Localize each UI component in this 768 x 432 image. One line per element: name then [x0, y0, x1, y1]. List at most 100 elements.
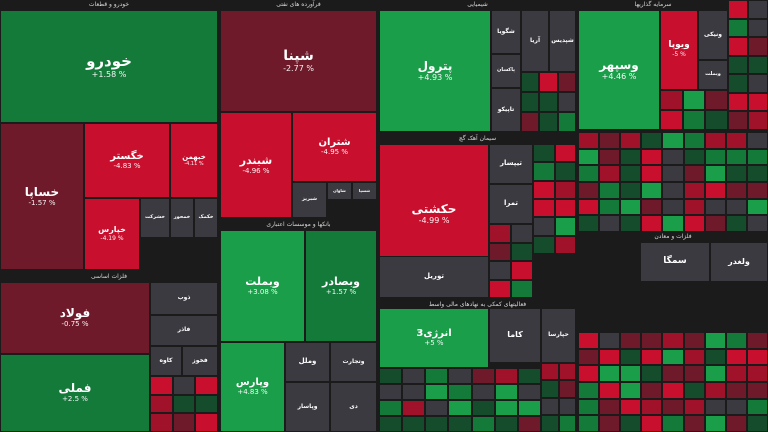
stock-tile-small[interactable]: [533, 217, 555, 236]
stock-tile-small[interactable]: [489, 279, 511, 298]
stock-tile-small[interactable]: [195, 376, 218, 395]
stock-tile-small[interactable]: [725, 365, 747, 382]
stock-tile-small[interactable]: [620, 348, 642, 366]
stock-tile-small[interactable]: [195, 413, 218, 432]
stock-tile-small[interactable]: [541, 380, 559, 398]
stock-tile-small[interactable]: [448, 384, 472, 400]
stock-tile-small[interactable]: [521, 112, 540, 132]
stock-tile-small[interactable]: [641, 148, 663, 166]
stock-tile[interactable]: ونیکی: [698, 10, 728, 60]
stock-tile-small[interactable]: [725, 415, 747, 432]
stock-tile-small[interactable]: [748, 55, 768, 75]
stock-tile[interactable]: توریل: [379, 256, 489, 298]
stock-tile-small[interactable]: [218, 234, 220, 252]
stock-tile-small[interactable]: [662, 398, 684, 416]
stock-tile-small[interactable]: [218, 306, 220, 324]
stock-tile-small[interactable]: [379, 384, 403, 400]
stock-tile-small[interactable]: [704, 382, 726, 399]
stock-tile[interactable]: شگویا: [491, 10, 521, 54]
stock-tile-small[interactable]: [746, 148, 768, 166]
stock-tile-small[interactable]: [728, 111, 748, 130]
stock-tile-small[interactable]: [218, 414, 220, 432]
stock-tile[interactable]: خشرکت: [140, 198, 170, 238]
stock-tile-small[interactable]: [746, 198, 768, 216]
stock-tile[interactable]: فاذر: [150, 315, 218, 346]
stock-tile-small[interactable]: [725, 132, 747, 149]
stock-tile[interactable]: آریا: [521, 10, 549, 72]
stock-tile-small[interactable]: [620, 165, 642, 182]
stock-tile-small[interactable]: [746, 132, 768, 149]
stock-tile-small[interactable]: [748, 74, 768, 93]
stock-tile-small[interactable]: [539, 112, 558, 132]
stock-tile-small[interactable]: [517, 368, 541, 384]
stock-tile-small[interactable]: [533, 180, 555, 199]
stock-tile[interactable]: فملی +2.5 %: [0, 354, 150, 432]
stock-tile-small[interactable]: [517, 400, 541, 416]
stock-tile-small[interactable]: [728, 37, 748, 56]
stock-tile-small[interactable]: [641, 415, 663, 432]
stock-tile[interactable]: دی: [330, 382, 377, 432]
stock-tile-small[interactable]: [641, 348, 663, 366]
stock-tile-small[interactable]: [728, 74, 748, 93]
stock-tile-small[interactable]: [599, 132, 621, 149]
stock-tile[interactable]: پترول +4.93 %: [379, 10, 491, 132]
stock-tile-small[interactable]: [599, 332, 621, 349]
stock-tile-small[interactable]: [704, 198, 726, 216]
stock-tile-small[interactable]: [725, 332, 747, 349]
stock-tile-small[interactable]: [402, 416, 426, 432]
stock-tile-small[interactable]: [379, 416, 403, 432]
stock-tile-small[interactable]: [558, 397, 576, 415]
stock-tile[interactable]: ولغدر: [710, 242, 768, 282]
stock-tile-small[interactable]: [599, 165, 621, 182]
stock-tile-small[interactable]: [578, 165, 600, 182]
stock-tile-small[interactable]: [578, 215, 600, 232]
stock-tile-small[interactable]: [662, 215, 684, 232]
stock-tile-small[interactable]: [402, 384, 426, 400]
stock-tile-small[interactable]: [683, 182, 705, 199]
stock-tile-small[interactable]: [662, 348, 684, 366]
stock-tile-small[interactable]: [218, 90, 220, 108]
stock-tile-small[interactable]: [746, 398, 768, 416]
stock-tile-small[interactable]: [533, 144, 555, 163]
stock-tile-small[interactable]: [150, 413, 173, 432]
stock-tile-small[interactable]: [746, 165, 768, 182]
stock-tile[interactable]: وبصادر +1.57 %: [305, 230, 377, 342]
stock-tile-small[interactable]: [578, 415, 600, 432]
stock-tile-small[interactable]: [578, 132, 600, 149]
stock-tile-small[interactable]: [662, 148, 684, 166]
stock-tile-small[interactable]: [641, 215, 663, 232]
stock-tile-small[interactable]: [746, 182, 768, 199]
stock-tile-small[interactable]: [704, 398, 726, 416]
stock-tile-small[interactable]: [425, 416, 449, 432]
stock-tile-small[interactable]: [471, 416, 495, 432]
stock-tile-small[interactable]: [705, 90, 728, 110]
stock-tile-small[interactable]: [746, 415, 768, 432]
stock-tile-small[interactable]: [728, 0, 748, 19]
stock-tile-small[interactable]: [662, 415, 684, 432]
stock-tile-small[interactable]: [682, 110, 706, 130]
stock-tile-small[interactable]: [558, 414, 576, 432]
stock-tile-small[interactable]: [620, 148, 642, 166]
stock-tile-small[interactable]: [541, 363, 559, 381]
stock-tile-small[interactable]: [683, 215, 705, 232]
stock-tile-small[interactable]: [218, 216, 220, 234]
stock-tile-small[interactable]: [539, 92, 558, 112]
stock-tile-small[interactable]: [172, 394, 196, 414]
stock-tile-small[interactable]: [748, 18, 768, 38]
stock-tile-small[interactable]: [662, 382, 684, 399]
stock-tile-small[interactable]: [218, 378, 220, 396]
stock-tile-small[interactable]: [662, 132, 684, 149]
stock-tile-small[interactable]: [494, 368, 518, 384]
stock-tile-small[interactable]: [533, 162, 555, 181]
stock-tile-small[interactable]: [172, 413, 196, 432]
stock-tile[interactable]: خبهمن -4.11 %: [170, 123, 218, 198]
stock-tile-small[interactable]: [578, 182, 600, 199]
stock-tile-small[interactable]: [683, 398, 705, 416]
stock-tile[interactable]: وملل: [285, 342, 330, 382]
stock-tile-small[interactable]: [218, 396, 220, 414]
stock-tile-small[interactable]: [641, 365, 663, 382]
stock-tile-small[interactable]: [599, 365, 621, 382]
stock-tile-small[interactable]: [511, 279, 533, 298]
stock-tile-small[interactable]: [511, 242, 533, 261]
stock-tile-small[interactable]: [599, 382, 621, 399]
